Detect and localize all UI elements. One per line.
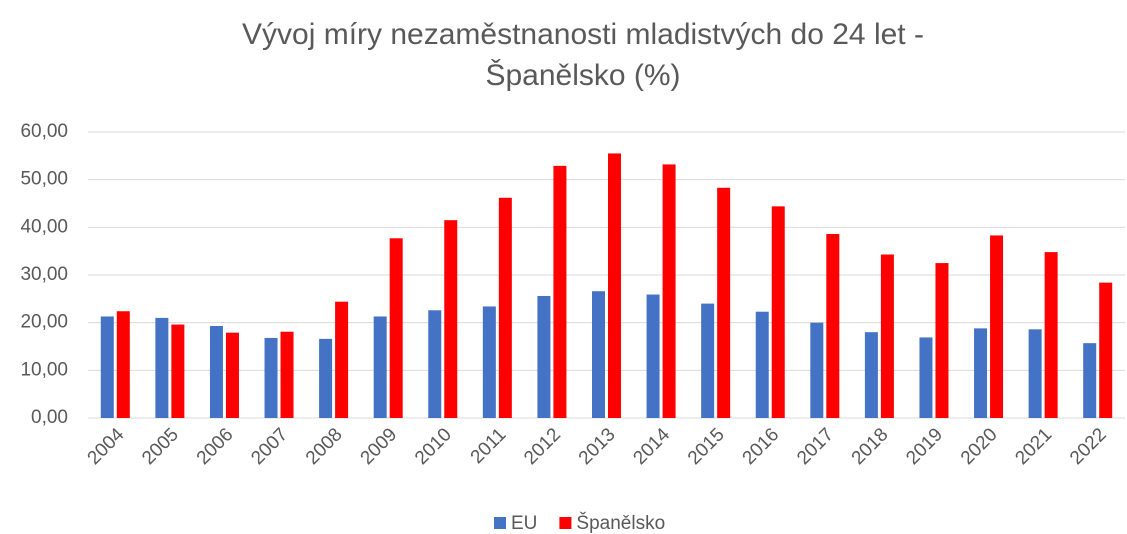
x-tick-label: 2006 bbox=[193, 424, 238, 469]
legend-swatch bbox=[559, 517, 572, 529]
chart-title: Španělsko (%) bbox=[485, 58, 680, 92]
x-tick-label: 2008 bbox=[302, 424, 347, 469]
bar bbox=[209, 326, 223, 418]
x-tick-label: 2017 bbox=[793, 424, 838, 469]
bar bbox=[444, 220, 458, 418]
y-tick-label: 20,00 bbox=[20, 312, 68, 333]
bar bbox=[373, 316, 387, 418]
bar bbox=[428, 310, 442, 418]
bar bbox=[1083, 343, 1097, 418]
bar bbox=[553, 165, 567, 418]
y-tick-label: 40,00 bbox=[20, 216, 68, 237]
bar bbox=[264, 337, 278, 418]
bar bbox=[537, 295, 551, 418]
x-tick-label: 2019 bbox=[902, 424, 947, 469]
x-tick-label: 2014 bbox=[629, 424, 674, 469]
bar bbox=[1044, 252, 1058, 418]
bar bbox=[864, 332, 878, 418]
x-tick-label: 2013 bbox=[575, 424, 620, 469]
bar bbox=[717, 187, 731, 418]
x-tick-label: 2012 bbox=[520, 424, 565, 469]
bar bbox=[116, 311, 130, 418]
x-tick-label: 2007 bbox=[247, 424, 292, 469]
bar bbox=[810, 322, 824, 418]
bar bbox=[498, 197, 512, 418]
x-tick-label: 2022 bbox=[1066, 424, 1111, 469]
bar bbox=[389, 238, 403, 418]
legend-label: EU bbox=[511, 513, 537, 534]
x-tick-label: 2009 bbox=[357, 424, 402, 469]
x-tick-label: 2005 bbox=[138, 424, 183, 469]
bar bbox=[1028, 329, 1042, 418]
bar bbox=[880, 254, 894, 418]
y-tick-label: 60,00 bbox=[20, 121, 68, 142]
bar bbox=[280, 331, 294, 418]
legend-swatch bbox=[494, 517, 506, 529]
legend-label: Španělsko bbox=[576, 512, 665, 534]
bar bbox=[100, 316, 114, 418]
bar bbox=[319, 338, 333, 418]
x-tick-label: 2016 bbox=[739, 424, 784, 469]
x-tick-label: 2010 bbox=[411, 424, 456, 469]
bar bbox=[771, 206, 785, 418]
x-tick-label: 2021 bbox=[1011, 424, 1056, 469]
bar bbox=[335, 301, 349, 418]
bar bbox=[646, 294, 660, 418]
bar bbox=[155, 317, 169, 418]
bar bbox=[662, 164, 676, 418]
x-tick-label: 2004 bbox=[84, 424, 129, 469]
bar bbox=[225, 332, 239, 418]
bar bbox=[482, 306, 496, 418]
bar bbox=[974, 328, 988, 418]
x-tick-label: 2015 bbox=[684, 424, 729, 469]
y-tick-label: 30,00 bbox=[20, 264, 68, 285]
chart-title: Vývoj míry nezaměstnanosti mladistvých d… bbox=[242, 18, 924, 51]
bar bbox=[592, 291, 605, 418]
y-tick-label: 50,00 bbox=[20, 169, 68, 190]
y-tick-label: 0,00 bbox=[31, 407, 68, 428]
bar bbox=[171, 324, 185, 418]
bar bbox=[990, 235, 1004, 418]
bar bbox=[755, 311, 769, 418]
bar bbox=[935, 263, 949, 418]
bar bbox=[1099, 282, 1113, 418]
bar bbox=[826, 234, 840, 418]
x-tick-label: 2020 bbox=[957, 424, 1002, 469]
x-tick-label: 2011 bbox=[467, 424, 511, 468]
bar bbox=[608, 153, 621, 418]
y-tick-label: 10,00 bbox=[20, 359, 68, 380]
bar bbox=[701, 303, 715, 418]
x-tick-label: 2018 bbox=[848, 424, 893, 469]
bar bbox=[919, 337, 933, 418]
